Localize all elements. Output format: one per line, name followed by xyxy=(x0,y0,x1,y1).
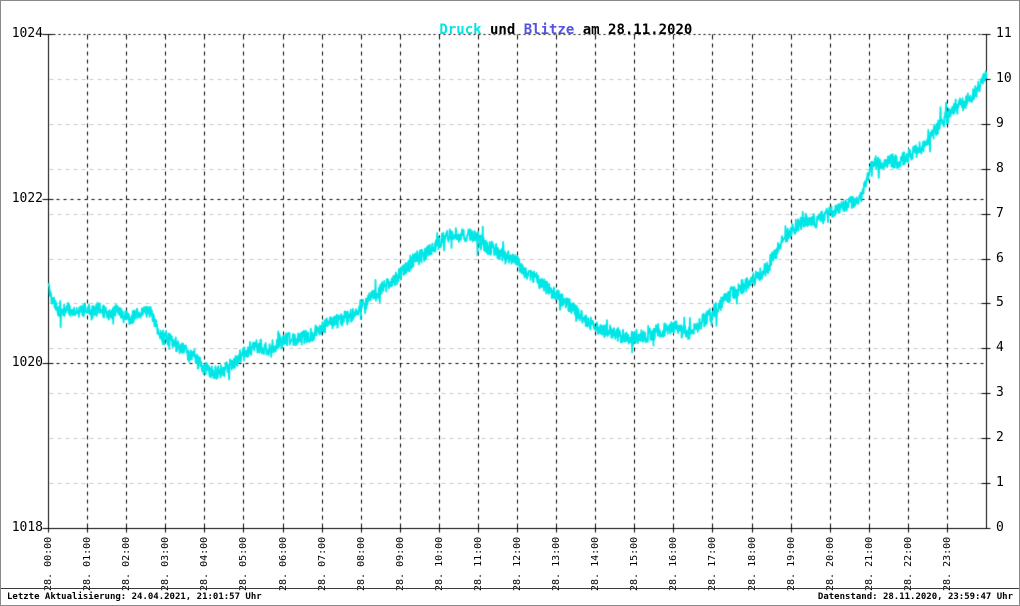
y-axis-left-tick-label: 1020 xyxy=(11,355,43,371)
y-axis-right-tick-label: 5 xyxy=(996,295,1004,311)
y-axis-right-tick-label: 1 xyxy=(996,475,1004,491)
footer-divider xyxy=(1,588,1019,589)
y-axis-right-tick-label: 7 xyxy=(996,205,1004,221)
y-axis-right-tick-label: 3 xyxy=(996,385,1004,401)
y-axis-right-tick-label: 11 xyxy=(996,26,1012,41)
y-axis-left-tick-label: 1018 xyxy=(11,520,43,535)
y-axis-right-tick-label: 9 xyxy=(996,115,1004,131)
y-axis-right-tick-label: 6 xyxy=(996,250,1004,266)
pressure-line-chart-canvas xyxy=(1,1,1019,589)
y-axis-right-tick-label: 8 xyxy=(996,160,1004,176)
y-axis-left-tick-label: 1022 xyxy=(11,190,43,206)
y-axis-right-tick-label: 2 xyxy=(996,430,1004,446)
y-axis-right-tick-label: 4 xyxy=(996,340,1004,356)
last-update-label: Letzte Aktualisierung: 24.04.2021, 21:01… xyxy=(7,592,262,602)
y-axis-left-tick-label: 1024 xyxy=(11,26,43,41)
data-timestamp-label: Datenstand: 28.11.2020, 23:59:47 Uhr xyxy=(817,592,1013,602)
y-axis-right-tick-label: 0 xyxy=(996,520,1004,535)
y-axis-right-tick-label: 10 xyxy=(996,70,1012,86)
